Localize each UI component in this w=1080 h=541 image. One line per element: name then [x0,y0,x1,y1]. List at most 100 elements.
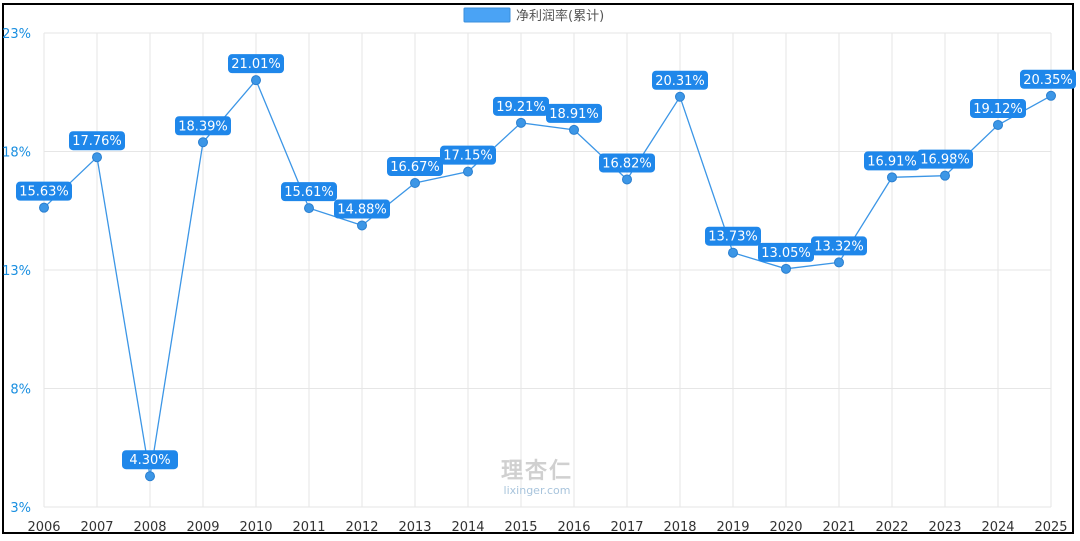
data-point [145,471,155,482]
data-label: 17.76% [72,134,122,149]
data-label-box [228,54,284,74]
data-point [781,263,791,274]
y-tick-label: 13% [2,264,31,279]
data-label-box [334,199,390,219]
data-point [675,91,685,102]
data-label-box [16,181,72,201]
x-axis-ticks: 2006 2007 2008 2009 2010 2011 2012 2013 2014 2015… [27,520,1067,535]
data-point [993,119,1003,130]
data-label: 18.91% [549,107,599,122]
x-tick-label: 2024 [981,520,1014,535]
data-label-box [864,151,920,171]
grid-lines [43,32,1052,508]
data-label: 13.73% [708,230,758,245]
y-tick-label: 18% [2,146,31,161]
x-tick-label: 2023 [928,520,961,535]
watermark-en: lixinger.com [504,484,571,497]
data-point [1046,90,1056,101]
watermark-cn: 理杏仁 [501,458,573,484]
y-tick-label: 23% [2,27,31,42]
data-label: 16.91% [867,154,917,169]
data-label-box [1020,69,1076,89]
data-label: 20.31% [655,74,705,89]
data-label: 4.30% [129,453,170,468]
data-label-box [546,103,602,123]
x-tick-label: 2008 [133,520,166,535]
data-point [304,203,314,214]
legend-swatch[interactable] [463,7,511,23]
data-label: 18.39% [178,119,228,134]
data-point [357,220,367,231]
data-label: 16.98% [920,153,970,168]
watermark: 理杏仁 lixinger.com [501,458,573,497]
data-label-box [122,450,178,470]
data-point [463,166,473,177]
data-point [251,75,261,86]
x-tick-label: 2011 [292,520,325,535]
data-label: 21.01% [231,57,281,72]
x-tick-label: 2015 [504,520,537,535]
y-tick-label: 3% [10,501,31,516]
x-tick-label: 2006 [27,520,60,535]
data-label-box [175,116,231,136]
data-label: 16.82% [602,156,652,171]
data-point [622,174,632,185]
x-tick-label: 2010 [239,520,272,535]
data-label: 13.32% [814,239,864,254]
data-label-box [811,236,867,256]
data-label-box [705,226,761,246]
x-tick-label: 2022 [875,520,908,535]
data-label: 13.05% [761,246,811,261]
data-label-box [387,157,443,177]
data-label-box [652,70,708,90]
x-tick-label: 2009 [186,520,219,535]
data-point [728,247,738,258]
data-point [410,178,420,189]
data-point [39,202,49,213]
x-tick-label: 2020 [769,520,802,535]
data-label: 19.21% [496,100,546,115]
data-label: 20.35% [1023,73,1073,88]
data-label-box [281,182,337,202]
data-label-box [440,145,496,165]
data-labels: 15.63% 17.76% 4.30% 18.39% 21.01% 15.61%14.88… [16,54,1076,470]
data-point [92,152,102,163]
x-tick-label: 2016 [557,520,590,535]
data-point [940,170,950,181]
data-point [198,137,208,148]
chart-frame [2,3,1074,534]
data-label-box [917,149,973,169]
data-point [516,117,526,128]
data-label-box [599,153,655,173]
x-tick-label: 2007 [80,520,113,535]
data-point [834,257,844,268]
data-label: 15.61% [284,185,334,200]
x-tick-label: 2018 [663,520,696,535]
data-point [887,172,897,183]
x-tick-label: 2025 [1034,520,1067,535]
series-line [43,78,1052,477]
legend-label[interactable]: 净利润率(累计) [516,8,604,24]
data-point [569,124,579,135]
data-label: 14.88% [337,202,387,217]
data-label: 17.15% [443,149,493,164]
x-tick-label: 2012 [345,520,378,535]
data-label-box [970,98,1026,118]
y-axis-ticks: 3% 8% 13% 18% 23% [2,27,31,516]
x-tick-label: 2019 [716,520,749,535]
data-label-box [69,131,125,151]
x-tick-label: 2017 [610,520,643,535]
data-label-box [758,242,814,262]
data-label: 19.12% [973,102,1023,117]
data-label-box [493,96,549,116]
legend[interactable]: 净利润率(累计) [463,7,604,24]
series-line-group [43,78,1052,477]
x-tick-label: 2013 [398,520,431,535]
data-label: 16.67% [390,160,440,175]
x-tick-label: 2021 [822,520,855,535]
x-tick-label: 2014 [451,520,484,535]
data-label: 15.63% [19,185,69,200]
data-points [39,75,1056,482]
y-tick-label: 8% [10,383,31,398]
